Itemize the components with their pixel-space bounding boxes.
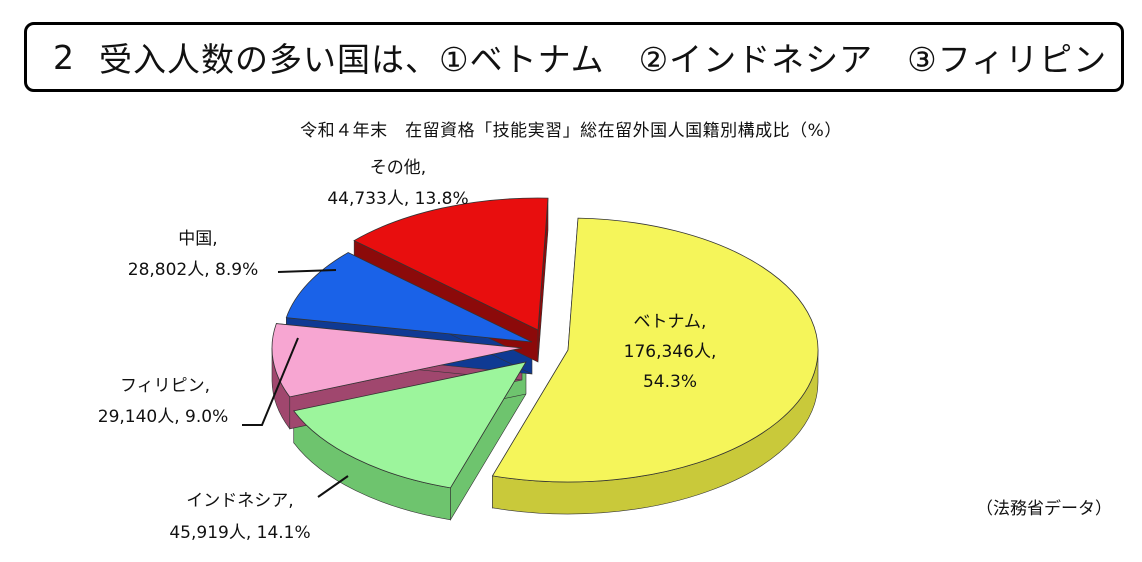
leader-lines [242, 269, 349, 498]
leader-philippines [242, 337, 299, 426]
leader-china [277, 269, 337, 273]
label-philippines-value: 29,140人, 9.0% [98, 407, 228, 427]
pie-tops [271, 197, 819, 489]
label-indonesia-value: 45,919人, 14.1% [169, 523, 310, 543]
label-china-name: 中国, [178, 229, 217, 249]
chart-title: 令和４年末 在留資格「技能実習」総在留外国人国籍別構成比（%） [300, 121, 842, 141]
label-vietnam-percent: 54.3% [643, 372, 697, 392]
title-banner: 2 受入人数の多い国は、①ベトナム ②インドネシア ③フィリピン [24, 22, 1124, 92]
label-vietnam-count: 176,346人, [624, 342, 717, 362]
slice-philippines [271, 323, 523, 398]
label-indonesia-name: インドネシア, [186, 491, 293, 511]
label-vietnam-name: ベトナム, [634, 312, 707, 332]
label-philippines-name: フィリピン, [120, 376, 210, 396]
slice-indonesia [293, 361, 527, 489]
leader-indonesia [317, 475, 349, 498]
label-other-value: 44,733人, 13.8% [327, 189, 468, 209]
banner-number: 2 [53, 37, 75, 77]
label-china-value: 28,802人, 8.9% [128, 260, 258, 280]
slice-vietnam [491, 217, 819, 483]
slice-china [285, 252, 533, 343]
label-other-name: その他, [370, 158, 426, 178]
source-note: （法務省データ） [976, 499, 1112, 519]
banner-text: 受入人数の多い国は、①ベトナム ②インドネシア ③フィリピン [99, 40, 1108, 79]
slice-other [353, 197, 549, 331]
